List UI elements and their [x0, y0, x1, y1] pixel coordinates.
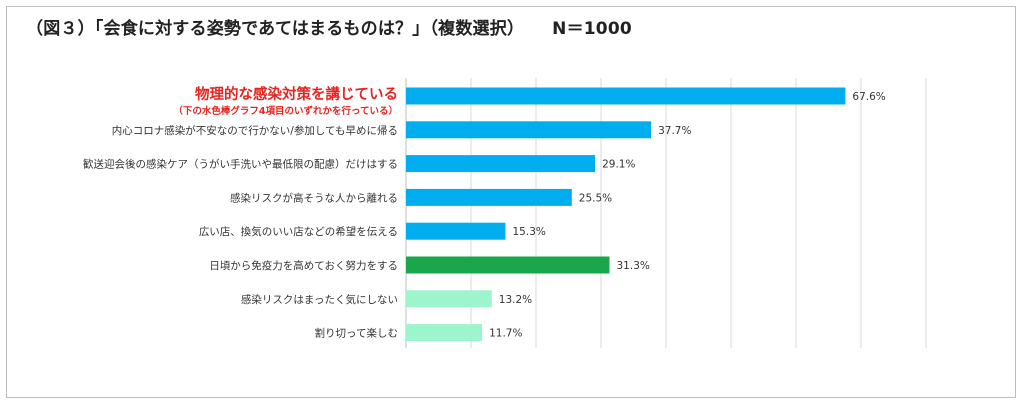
category-label-8: 割り切って楽しむ [315, 327, 398, 340]
value-label-6: 31.3% [617, 260, 650, 272]
category-label-6: 日頃から免疫力を高めておく努力をする [209, 259, 398, 272]
bar-7 [406, 290, 492, 308]
category-label-2: 内心コロナ感染が不安なので行かない/参加しても早めに帰る [112, 124, 398, 137]
value-label-7: 13.2% [499, 294, 532, 306]
chart-title: （図３）「会食に対する姿勢であてはまるものは？」（複数選択） N＝1000 [26, 14, 632, 39]
category-note: （下の水色棒グラフ4項目のいずれかを行っている） [173, 105, 398, 117]
value-label-4: 25.5% [579, 192, 612, 204]
bar-3 [406, 155, 596, 173]
sample-size: N＝1000 [552, 19, 632, 39]
bar-2 [406, 121, 652, 139]
chart-frame [6, 6, 1016, 398]
title-text: （図３）「会食に対する姿勢であてはまるものは？」（複数選択） [26, 19, 525, 39]
value-label-8: 11.7% [489, 328, 522, 340]
value-label-1: 67.6% [852, 91, 885, 103]
value-label-5: 15.3% [513, 226, 546, 238]
category-label-3: 歓送迎会後の感染ケア（うがい手洗いや最低限の配慮）だけはする [83, 158, 398, 171]
value-label-2: 37.7% [658, 125, 691, 137]
category-label-5: 広い店、換気のいい店などの希望を伝える [199, 225, 398, 238]
bar-6 [406, 256, 610, 274]
bar-8 [406, 324, 483, 342]
bar-5 [406, 222, 506, 240]
category-label-4: 感染リスクが高そうな人から離れる [230, 191, 398, 204]
bar-1 [406, 87, 846, 105]
bar-4 [406, 188, 572, 206]
category-label-7: 感染リスクはまったく気にしない [241, 293, 398, 306]
value-label-3: 29.1% [602, 159, 635, 171]
category-label-1: 物理的な感染対策を講じている [195, 85, 398, 103]
